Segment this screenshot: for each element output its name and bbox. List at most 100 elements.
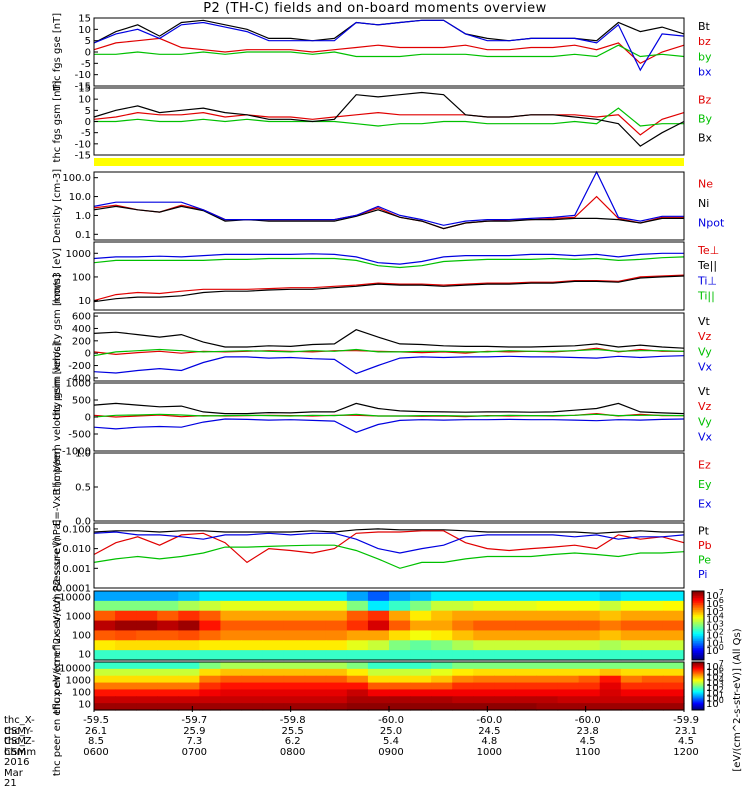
heatmap-cell xyxy=(452,696,474,704)
heatmap-cell xyxy=(536,610,559,622)
heatmap-cell xyxy=(136,600,158,612)
legend-te⊥: Te⊥ xyxy=(697,244,719,257)
y-tick-label: 1000 xyxy=(66,379,91,390)
heatmap-cell xyxy=(536,689,559,697)
heatmap-cell xyxy=(536,668,559,677)
y-tick-label: 1000 xyxy=(66,612,91,623)
heatmap-cell xyxy=(431,600,453,612)
heatmap-cell xyxy=(410,650,432,661)
colorbar-cell xyxy=(692,630,704,633)
heatmap-cell xyxy=(304,630,327,641)
heatmap-cell xyxy=(536,696,559,704)
heatmap-cell xyxy=(620,682,643,691)
heatmap-cell xyxy=(199,610,222,622)
footer-cell: 0900 xyxy=(378,746,404,758)
heatmap-cell xyxy=(199,662,222,670)
colorbar-cell xyxy=(692,635,704,639)
heatmap-cell xyxy=(557,703,580,711)
footer-cell: -59.7 xyxy=(181,715,208,726)
heatmap-cell xyxy=(599,675,622,684)
heatmap-cell xyxy=(367,682,390,691)
colorbar-cell xyxy=(692,632,704,635)
legend-vz: Vz xyxy=(698,400,712,413)
heatmap-cell xyxy=(389,703,411,711)
y-axis-label: E=-VxB [mV/m] xyxy=(52,448,63,526)
heatmap-cell xyxy=(199,640,222,651)
heatmap-cell xyxy=(578,640,601,651)
heatmap-cell xyxy=(262,610,285,622)
heatmap-cell xyxy=(304,640,327,651)
heatmap-cell xyxy=(136,650,158,661)
heatmap-cell xyxy=(94,675,116,684)
colorbar-cell xyxy=(692,597,704,601)
legend-bt: Bt xyxy=(698,20,711,33)
heatmap-cell xyxy=(325,591,348,602)
heatmap-cell xyxy=(199,668,222,677)
heatmap-cell xyxy=(283,662,306,670)
heatmap-cell xyxy=(641,689,664,697)
heatmap-cell xyxy=(346,703,369,711)
heatmap-cell xyxy=(178,600,200,612)
panel-density xyxy=(93,170,685,241)
heatmap-cell xyxy=(304,689,327,697)
legend-bx: Bx xyxy=(698,132,713,145)
footer-cell: 1100 xyxy=(574,746,601,758)
colorbar-cell xyxy=(692,668,704,670)
heatmap-cell xyxy=(199,600,222,612)
heatmap-cell xyxy=(557,591,580,602)
heatmap-cell xyxy=(346,662,369,670)
legend-ne: Ne xyxy=(698,178,713,191)
colorbar-cell xyxy=(692,613,704,616)
heatmap-cell xyxy=(410,689,432,697)
heatmap-cell xyxy=(94,682,116,691)
series-bz xyxy=(93,111,685,136)
heatmap-cell xyxy=(199,591,222,602)
heatmap-cell xyxy=(641,630,664,641)
y-tick-label: 1000 xyxy=(66,249,91,260)
footer-row-label: thc_Z-CSM xyxy=(4,736,36,758)
heatmap-cell xyxy=(157,689,179,697)
series-bx xyxy=(93,91,685,147)
heatmap-cell xyxy=(262,650,285,661)
heatmap-cell xyxy=(304,703,327,711)
heatmap-cell xyxy=(346,600,369,612)
legend-te||: Te|| xyxy=(697,259,717,272)
heatmap-cell xyxy=(283,600,306,612)
heatmap-cell xyxy=(641,703,664,711)
heatmap-cell xyxy=(283,640,306,651)
y-tick-label: 100 xyxy=(72,631,91,642)
y-tick-label: 0 xyxy=(85,48,91,59)
colorbar-cell xyxy=(692,693,704,695)
colorbar-cell xyxy=(692,656,704,659)
heatmap-cell xyxy=(410,703,432,711)
y-axis-label: thc peim velocity gsm [km/s] xyxy=(52,274,63,420)
heatmap-cell xyxy=(515,668,538,677)
colorbar-cell xyxy=(692,705,704,707)
heatmap-cell xyxy=(367,703,390,711)
heatmap-cell xyxy=(304,650,327,661)
heatmap-cell xyxy=(662,696,685,704)
heatmap-cell xyxy=(431,689,453,697)
heatmap-cell xyxy=(662,703,685,711)
heatmap-cell xyxy=(94,600,116,612)
colorbar-cell xyxy=(692,634,704,637)
heatmap-cell xyxy=(157,620,179,632)
heatmap-cell xyxy=(178,640,200,651)
heatmap-cell xyxy=(662,640,685,651)
heatmap-cell xyxy=(283,620,306,632)
heatmap-cell xyxy=(515,620,538,632)
colorbar-cell xyxy=(692,641,704,644)
heatmap-cell xyxy=(494,610,517,622)
heatmap-cell xyxy=(599,689,622,697)
heatmap-cell xyxy=(283,696,306,704)
y-tick-label: 15 xyxy=(78,14,91,25)
colorbar-cell xyxy=(692,649,704,652)
heatmap-cell xyxy=(94,591,116,602)
heatmap-cell xyxy=(536,662,559,670)
heatmap-cell xyxy=(136,662,158,670)
colorbar-cell xyxy=(692,688,704,691)
panel-frame xyxy=(93,17,685,87)
heatmap-cell xyxy=(389,591,411,602)
colorbar-cell xyxy=(692,653,704,656)
heatmap-cell xyxy=(515,689,538,697)
